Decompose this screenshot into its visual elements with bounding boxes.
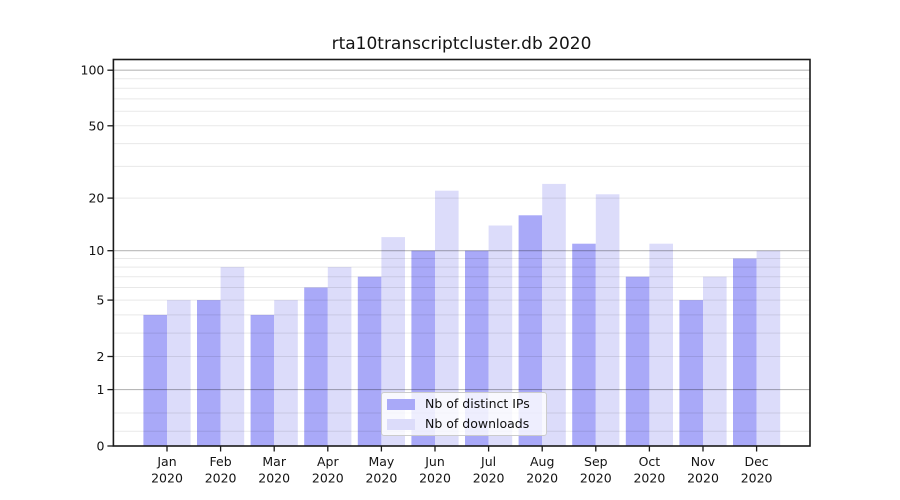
legend-label-distinct-ips: Nb of distinct IPs: [425, 395, 530, 411]
bar-distinct-ips: [304, 287, 328, 446]
y-tick-label: 1: [96, 382, 104, 397]
bar-downloads: [595, 194, 620, 446]
chart-title: rta10transcriptcluster.db 2020: [331, 34, 592, 54]
x-tick-label: Mar 2020: [258, 454, 290, 486]
bar-distinct-ips: [518, 215, 543, 446]
x-tick-label: Sep 2020: [580, 454, 612, 486]
bar-downloads: [274, 300, 298, 446]
legend: Nb of distinct IPs Nb of downloads: [381, 392, 547, 436]
y-tick-label: 2: [96, 349, 104, 364]
bar-distinct-ips: [197, 300, 221, 446]
legend-item-distinct-ips: Nb of distinct IPs: [387, 396, 541, 412]
bar-distinct-ips: [250, 314, 275, 446]
plot-border: [112, 58, 811, 447]
y-tick-label: 100: [81, 63, 105, 78]
bar-distinct-ips: [625, 276, 650, 446]
x-tick-label: Dec 2020: [741, 454, 773, 486]
y-tick-label: 10: [88, 243, 104, 258]
x-tick-label: Feb 2020: [205, 454, 237, 486]
gridlines-layer: [113, 69, 810, 432]
y-tick-label: 50: [88, 118, 104, 133]
bar-downloads: [703, 276, 727, 446]
bar-downloads: [327, 267, 352, 446]
x-tick-label: Jun 2020: [419, 454, 451, 486]
y-tick-label: 20: [88, 191, 104, 206]
bar-downloads: [542, 183, 566, 446]
bar-distinct-ips: [679, 300, 703, 446]
x-tick-label: Jan 2020: [151, 454, 183, 486]
x-tick-label: May 2020: [365, 454, 397, 486]
bar-downloads: [167, 300, 191, 446]
bar-downloads: [488, 225, 513, 446]
bar-distinct-ips: [357, 276, 382, 446]
x-tick-label: Oct 2020: [633, 454, 665, 486]
x-tick-label: Aug 2020: [526, 454, 558, 486]
y-tick-label: 5: [96, 293, 104, 308]
x-tick-label: Jul 2020: [473, 454, 505, 486]
bar-downloads: [220, 267, 245, 446]
x-tick-label: Apr 2020: [312, 454, 344, 486]
legend-label-downloads: Nb of downloads: [425, 415, 530, 431]
legend-item-downloads: Nb of downloads: [387, 416, 541, 432]
series-downloads: [167, 183, 781, 446]
y-tick-label: 0: [96, 439, 104, 454]
bar-downloads: [756, 250, 781, 446]
x-tick-label: Nov 2020: [687, 454, 719, 486]
legend-swatch-distinct-ips: [387, 398, 415, 410]
x-axis: Jan 2020 Feb 2020 Mar 2020 Apr 2020 May 2020 Jun 20…: [151, 446, 773, 486]
bar-downloads: [435, 190, 459, 446]
bar-distinct-ips: [733, 258, 757, 446]
bar-distinct-ips: [572, 243, 596, 446]
legend-swatch-downloads: [387, 418, 415, 430]
y-axis: 0 1 2 5 10 20 50 100: [81, 63, 114, 454]
bar-distinct-ips: [143, 314, 167, 446]
bar-downloads: [649, 243, 673, 446]
